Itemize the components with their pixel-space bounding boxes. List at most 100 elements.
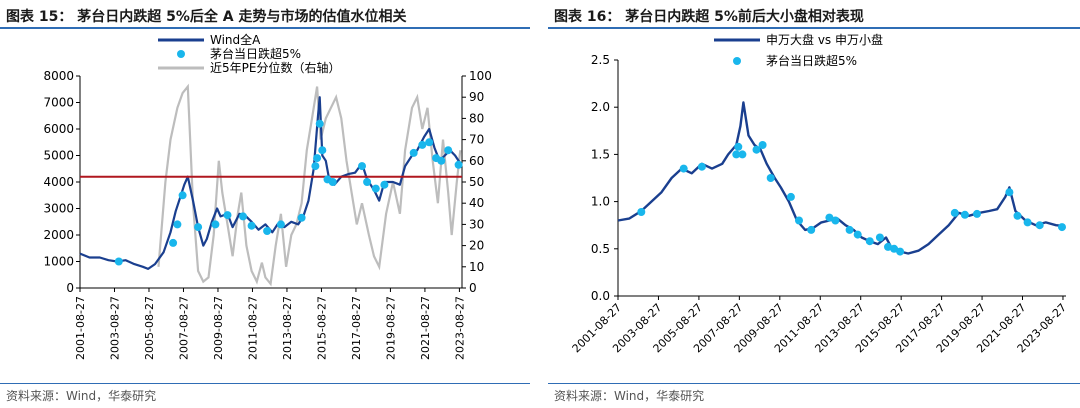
moutai-drop-dot [884,242,892,251]
moutai-drop-dot [114,257,123,266]
moutai-drop-dot [1005,188,1014,197]
moutai-drop-dot [178,191,187,200]
moutai-drop-dot [752,145,761,154]
left-chart-title: 图表 15： 茅台日内跌超 5%后全 A 走势与市场的估值水位相关 [6,9,407,25]
moutai-drop-dot [732,150,741,159]
x-tick-label: 2015-08-27 [315,296,328,360]
x-tick-label: 2011-08-27 [246,296,259,360]
series-wind-all-a-line [79,96,462,270]
moutai-drop-dot [679,164,688,173]
y2-tick-label: 100 [469,69,492,83]
moutai-drop-dot [845,225,854,234]
y2-tick-label: 30 [469,217,484,231]
moutai-drop-dot [437,156,446,165]
y2-tick-label: 20 [469,239,484,253]
moutai-drop-dot [371,184,380,193]
legend-label-pe-percentile: 近5年PE分位数（右轴） [210,60,340,75]
moutai-drop-dot [211,220,220,229]
right-title-rule [548,27,1080,29]
x-tick-label: 2021-08-27 [419,296,432,360]
moutai-drop-dot [409,148,418,157]
moutai-drop-dot [425,138,434,147]
moutai-drop-dot [1023,218,1032,227]
y2-tick-label: 40 [469,196,484,210]
right-source-rule [548,383,1080,384]
moutai-drop-dot [1058,223,1066,232]
y-tick-label: 0 [66,281,74,295]
right-chart-title: 图表 16： 茅台日内跌超 5%前后大小盘相对表现 [554,9,864,25]
series-large-vs-small-cap-line [617,101,1065,255]
moutai-drop-dot [853,230,862,239]
left-chart-svg: 2001-08-27 2003-08-27 2005-08-27 2007-08-27… [43,32,492,360]
moutai-drop-dot [313,154,322,163]
moutai-drop-dot [454,160,463,169]
y-tick-label: 1.0 [591,195,610,209]
y2-tick-label: 60 [469,154,484,168]
moutai-drop-dot [444,146,453,155]
x-tick-label: 2003-08-27 [108,296,121,360]
moutai-drop-dot [734,142,743,151]
left-chart-panel: 图表 15： 茅台日内跌超 5%后全 A 走势与市场的估值水位相关 2001-0… [0,0,530,408]
right-chart-panel: 图表 16： 茅台日内跌超 5%前后大小盘相对表现 2001-08-27 2003… [548,0,1080,408]
y-tick-label: 7000 [43,96,74,110]
moutai-drop-dot [758,141,767,149]
legend-label-large-vs-small: 申万大盘 vs 申万小盘 [766,32,883,47]
moutai-drop-dot [786,192,795,201]
y-tick-label: 0.5 [591,242,610,256]
y-tick-label: 0.0 [591,289,610,303]
moutai-drop-dot [825,213,834,222]
y2-tick-label: 90 [469,90,484,104]
legend-swatch-moutai-drop [177,50,185,58]
moutai-drop-dot [297,213,306,222]
legend-swatch-moutai-drop [733,57,741,65]
y2-tick-label: 10 [469,260,484,274]
moutai-drop-dot [276,220,285,229]
y2-tick-label: 50 [469,175,484,189]
y2-tick-label: 80 [469,111,484,125]
moutai-drop-dot [738,150,747,159]
series-pe-percentile-line [157,83,462,287]
moutai-drop-dot [223,211,232,220]
y2-tick-label: 0 [469,281,477,295]
moutai-drop-dot [1013,211,1022,220]
y-tick-label: 1000 [43,255,74,269]
moutai-drop-dot [875,233,884,242]
x-tick-label: 2001-08-27 [74,296,87,360]
moutai-drop-dot [239,212,247,221]
legend-label-wind-all-a: Wind全A [210,32,261,47]
x-tick-label: 2023-08-27 [453,296,466,360]
moutai-drop-dot [173,220,182,229]
moutai-drop-dot [247,221,256,230]
moutai-drop-dot [318,146,327,155]
moutai-drop-dot [1035,221,1044,230]
left-source-note: 资料来源：Wind，华泰研究 [6,389,157,403]
moutai-drop-dot [637,208,646,216]
y-tick-label: 2000 [43,228,74,242]
moutai-drop-dot [896,247,905,256]
y-tick-label: 8000 [43,69,74,83]
moutai-drop-dot [263,227,272,235]
moutai-drop-dot [950,208,959,217]
moutai-drop-dot [311,162,320,171]
y-tick-label: 2.0 [591,100,610,114]
moutai-drop-dot [315,119,324,128]
y2-tick-label: 70 [469,133,484,147]
moutai-drop-dot [328,178,337,186]
y-tick-label: 2.5 [591,53,610,67]
moutai-drop-dot [363,178,372,186]
moutai-drop-dot [418,140,427,149]
moutai-drop-dot [697,162,706,171]
moutai-drop-dot [795,216,803,225]
y-tick-label: 6000 [43,122,74,136]
moutai-drop-dot [890,244,899,253]
right-source-note: 资料来源：Wind，华泰研究 [554,389,705,403]
moutai-drop-dot [766,174,775,182]
x-tick-label: 2017-08-27 [350,296,363,360]
moutai-drop-dot [194,223,203,232]
x-tick-label: 2019-08-27 [384,296,397,360]
moutai-drop-dot [973,209,981,218]
moutai-drop-dot [960,210,969,219]
moutai-drop-dot [807,225,816,234]
moutai-drop-dot [358,162,366,171]
left-title-rule [0,27,530,29]
